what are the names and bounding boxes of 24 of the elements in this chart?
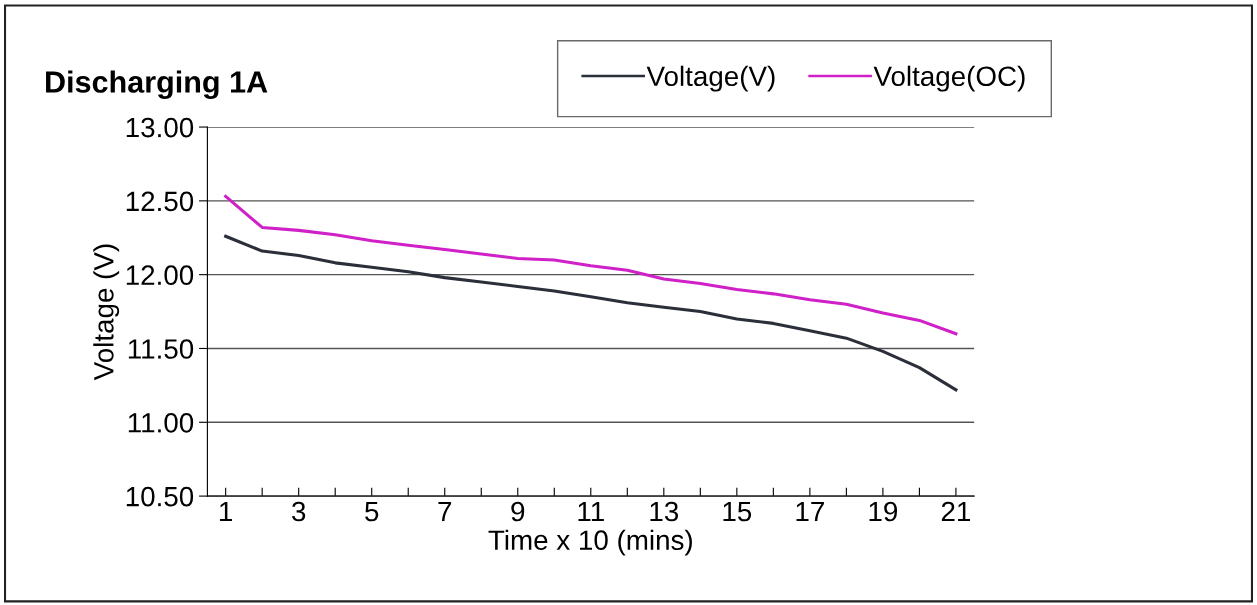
x-tick-label: 19	[869, 501, 898, 522]
line-series	[224, 194, 958, 336]
y-tick-label: 11.00	[128, 412, 194, 433]
x-tick-label: 11	[578, 501, 604, 522]
y-tick-label: 11.50	[128, 339, 194, 359]
x-axis-title: Time x 10 (mins)	[488, 529, 692, 556]
x-tick-label: 21	[941, 501, 971, 522]
y-tick-label: 13.00	[126, 117, 194, 138]
legend-label: Voltage(OC)	[873, 65, 1025, 92]
x-tick-label: 1	[220, 501, 233, 522]
legend-label: Voltage(V)	[646, 65, 775, 92]
chart-title: Discharging 1A	[46, 70, 268, 100]
x-tick-label: 9	[511, 501, 525, 522]
x-tick-label: 3	[292, 501, 306, 522]
y-tick-label: 10.50	[126, 486, 194, 507]
y-axis-title: Voltage (V)	[93, 244, 120, 381]
x-tick-label: 15	[723, 501, 752, 522]
x-tick-label: 13	[650, 501, 679, 522]
x-tick-label: 7	[438, 501, 452, 522]
y-tick-label: 12.00	[126, 265, 194, 286]
line-series	[224, 234, 958, 392]
y-tick-label: 12.50	[126, 191, 194, 212]
x-tick-label: 17	[796, 501, 824, 522]
x-tick-label: 5	[365, 501, 379, 522]
